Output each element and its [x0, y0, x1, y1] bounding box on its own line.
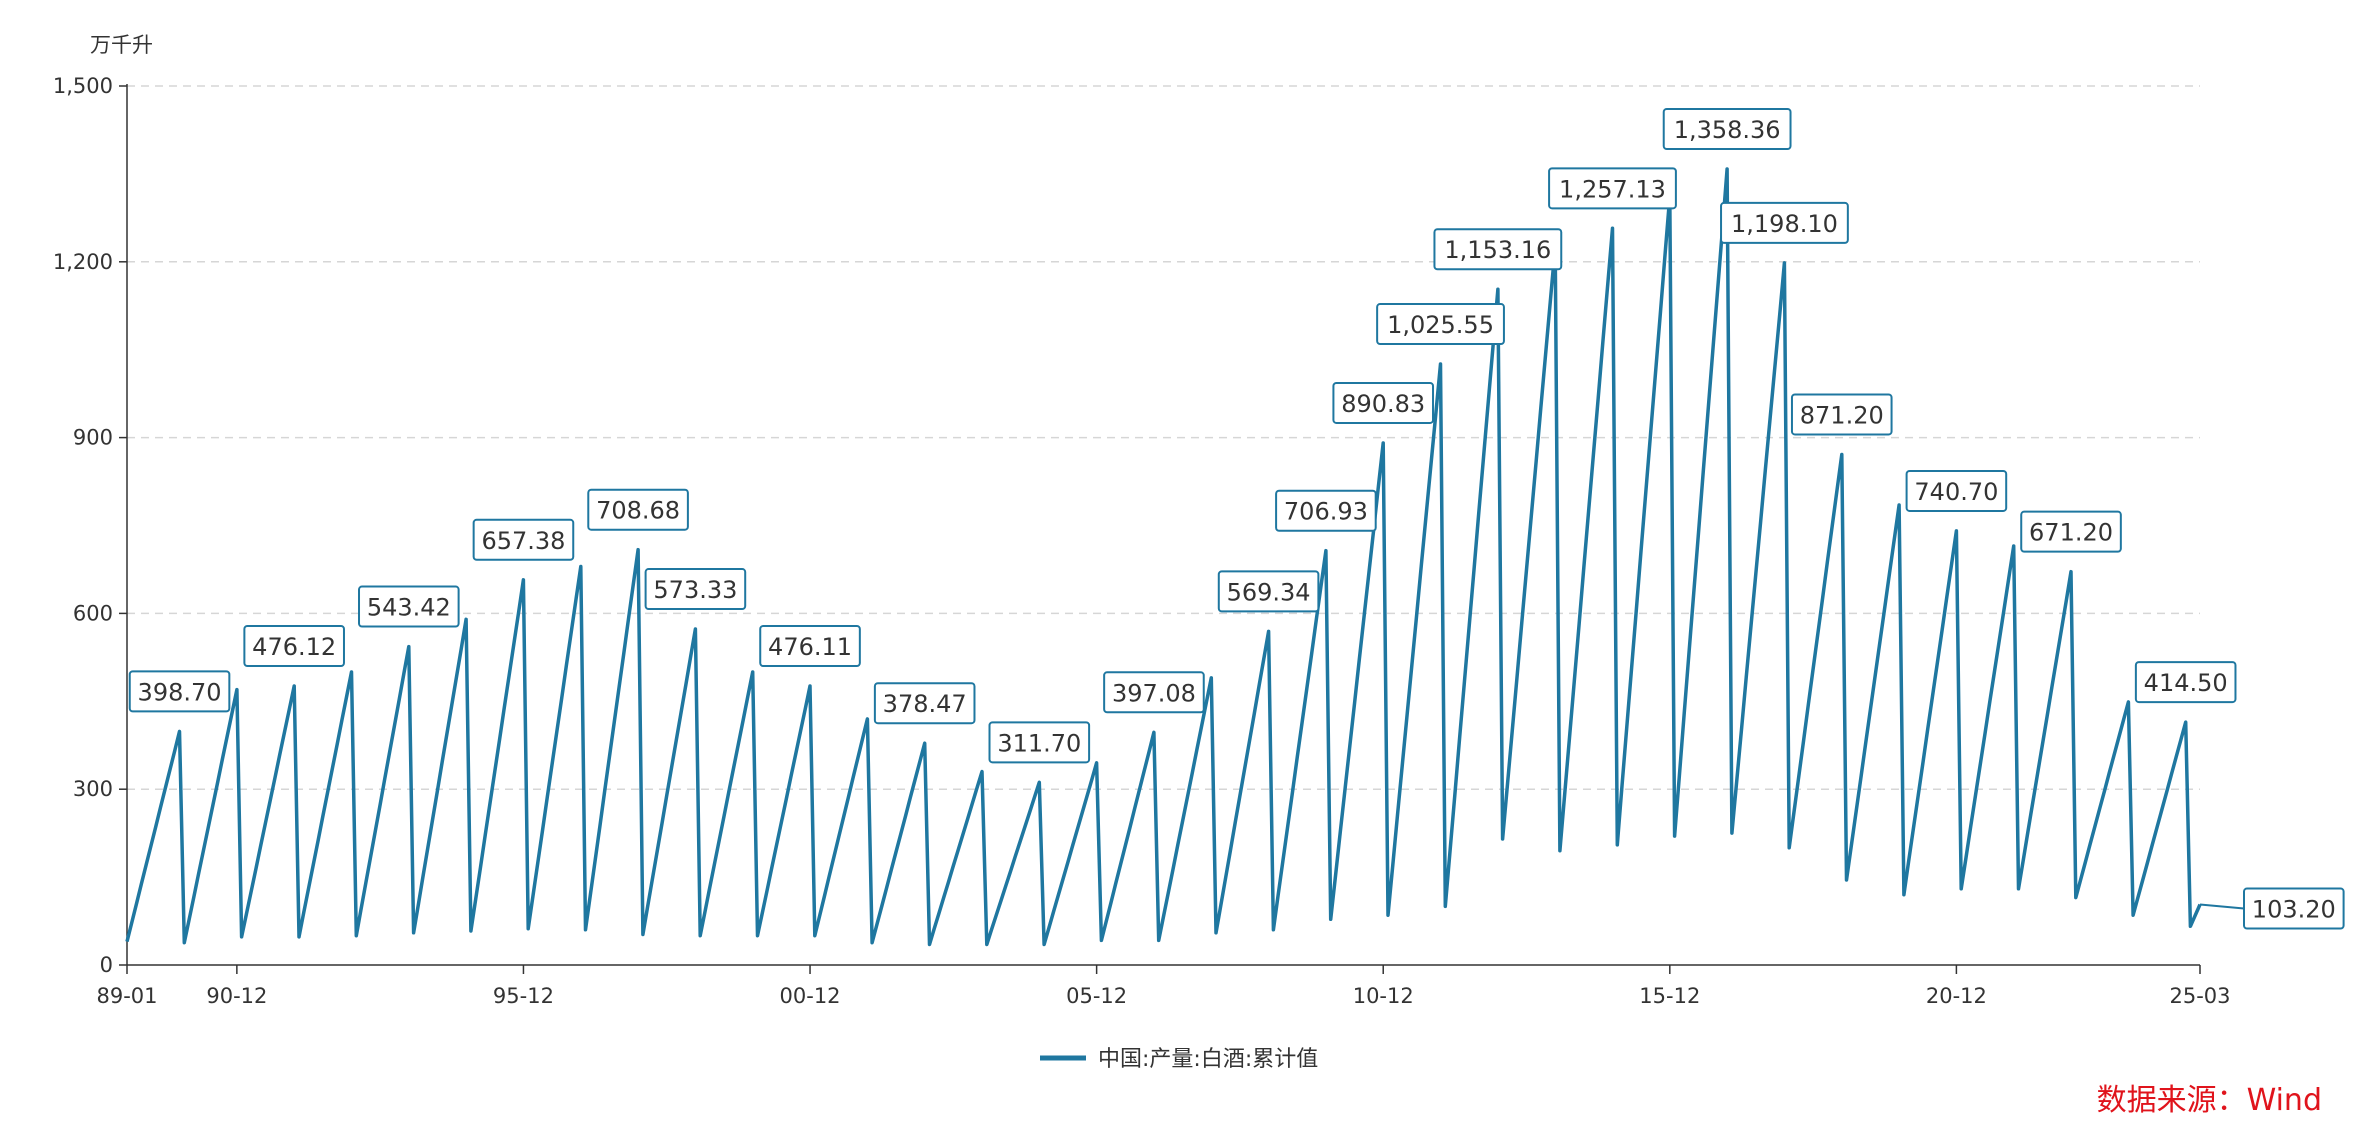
data-label-text: 708.68: [596, 497, 680, 525]
data-label: 103.20: [2199, 887, 2345, 930]
data-label-box: [243, 624, 345, 667]
data-label-text: 573.33: [653, 576, 737, 604]
x-tick-label: 25-03: [2169, 984, 2230, 1008]
data-label-text: 378.47: [883, 690, 967, 718]
data-label-text: 1,153.16: [1444, 236, 1551, 264]
data-label-box: [1720, 201, 1849, 244]
data-label-box: [2020, 510, 2122, 553]
data-label-leader: [2199, 903, 2245, 910]
data-label-text: 543.42: [367, 594, 451, 622]
data-label: 871.20: [1790, 393, 1893, 436]
data-label-text: 706.93: [1284, 498, 1368, 526]
data-label: 708.68: [587, 488, 689, 531]
data-label-box: [1790, 393, 1893, 436]
data-label-box: [358, 585, 460, 628]
data-label: 890.83: [1332, 381, 1435, 424]
data-label: 706.93: [1275, 489, 1377, 532]
y-tick-label: 600: [73, 601, 113, 625]
data-label-box: [1905, 469, 2008, 512]
data-label: 1,153.16: [1433, 228, 1563, 271]
data-label-text: 569.34: [1227, 578, 1311, 606]
x-tick-label: 95-12: [493, 984, 554, 1008]
data-label-box: [1433, 228, 1563, 271]
y-tick-label: 900: [73, 426, 113, 450]
x-tick-label: 05-12: [1066, 984, 1127, 1008]
data-label-text: 871.20: [1800, 401, 1884, 429]
data-label: 1,198.10: [1720, 201, 1849, 244]
series-layer: [125, 167, 2202, 947]
data-label-box: [472, 518, 575, 561]
data-label: 573.33: [644, 568, 747, 611]
data-label-text: 476.11: [768, 633, 852, 661]
data-label-box: [128, 670, 231, 713]
data-label-text: 414.50: [2144, 669, 2228, 697]
data-label-box: [1103, 671, 1205, 714]
data-label-text: 1,358.36: [1674, 116, 1781, 144]
x-tick-label: 15-12: [1639, 984, 1700, 1008]
data-label: 543.42: [358, 585, 460, 628]
y-tick-label: 1,200: [53, 250, 113, 274]
data-source-note: 数据来源：Wind: [2097, 1083, 2322, 1118]
axes: 0 300 600 900 1,200 1,500 89-01 90-12 95-12 00-12…: [53, 74, 2231, 1008]
data-label-text: 1,198.10: [1731, 210, 1838, 238]
data-label-box: [1376, 303, 1505, 346]
data-label-box: [1217, 570, 1320, 613]
data-label: 1,025.55: [1376, 303, 1505, 346]
data-label-box: [2243, 887, 2345, 930]
legend-label: 中国:产量:白酒:累计值: [1098, 1047, 1318, 1072]
data-label: 311.70: [988, 721, 1091, 764]
x-tick-label: 20-12: [1926, 984, 1987, 1008]
data-label: 398.70: [128, 670, 231, 713]
data-label-box: [1548, 167, 1677, 210]
x-tick-label: 90-12: [206, 984, 267, 1008]
data-label-box: [587, 488, 689, 531]
y-axis-unit: 万千升: [90, 33, 153, 57]
data-label-text: 671.20: [2029, 519, 2113, 547]
legend[interactable]: 中国:产量:白酒:累计值: [1040, 1047, 1318, 1072]
data-label-text: 740.70: [1914, 478, 1998, 506]
data-label-box: [759, 624, 861, 667]
y-tick-label: 300: [73, 777, 113, 801]
data-label: 569.34: [1217, 570, 1320, 613]
data-label-box: [988, 721, 1091, 764]
data-label-box: [873, 682, 976, 725]
data-label-text: 103.20: [2252, 896, 2336, 924]
data-label-text: 657.38: [481, 527, 565, 555]
data-label-text: 311.70: [997, 729, 1081, 757]
data-label: 1,257.13: [1548, 167, 1677, 210]
y-tick-label: 1,500: [53, 74, 113, 98]
data-labels: 398.70 476.12 543.42 657.38 708.68 573.33 476.…: [128, 108, 2345, 930]
data-label-text: 1,025.55: [1387, 311, 1494, 339]
data-label-box: [2134, 661, 2237, 704]
y-tick-label: 0: [100, 953, 113, 977]
data-label: 476.11: [759, 624, 861, 667]
data-label-box: [1662, 108, 1792, 151]
data-label: 397.08: [1103, 671, 1205, 714]
x-tick-label: 10-12: [1353, 984, 1414, 1008]
x-tick-label: 00-12: [780, 984, 841, 1008]
data-label-text: 476.12: [252, 633, 336, 661]
data-label: 657.38: [472, 518, 575, 561]
data-label: 1,358.36: [1662, 108, 1792, 151]
data-label-text: 1,257.13: [1559, 175, 1666, 203]
data-label-text: 397.08: [1112, 679, 1196, 707]
data-label: 476.12: [243, 624, 345, 667]
grid-lines: [127, 85, 2200, 790]
data-label: 414.50: [2134, 661, 2237, 704]
data-label-text: 890.83: [1341, 390, 1425, 418]
data-label: 740.70: [1905, 469, 2008, 512]
data-label: 378.47: [873, 682, 976, 725]
data-label-text: 398.70: [138, 678, 222, 706]
data-label: 671.20: [2020, 510, 2122, 553]
series-line: [125, 167, 2202, 947]
data-label-box: [644, 568, 747, 611]
data-label-box: [1275, 489, 1377, 532]
x-tick-label: 89-01: [96, 984, 157, 1008]
data-label-box: [1332, 381, 1435, 424]
